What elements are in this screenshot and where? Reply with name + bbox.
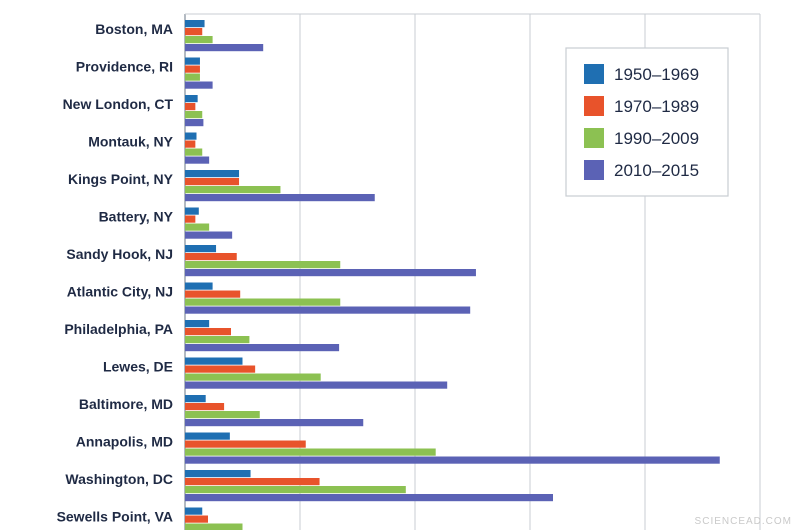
bar — [185, 470, 251, 478]
bar — [185, 65, 200, 73]
bar — [185, 261, 341, 269]
bar — [185, 231, 233, 239]
bar — [185, 357, 243, 365]
bar — [185, 20, 205, 28]
bar — [185, 81, 213, 89]
bar — [185, 448, 436, 456]
bar — [185, 73, 200, 81]
bar — [185, 194, 375, 202]
bar — [185, 269, 476, 277]
bar — [185, 148, 203, 156]
bar — [185, 494, 553, 502]
bar — [185, 95, 198, 103]
legend-swatch — [584, 160, 604, 180]
bar — [185, 186, 281, 194]
category-label: Baltimore, MD — [79, 396, 173, 412]
bar — [185, 253, 237, 261]
bar — [185, 478, 320, 486]
legend-label: 2010–2015 — [614, 161, 699, 180]
bar — [185, 486, 406, 494]
bar — [185, 111, 203, 119]
bar — [185, 395, 206, 403]
bar — [185, 365, 256, 373]
bar — [185, 419, 364, 427]
bar — [185, 456, 720, 464]
category-label: New London, CT — [63, 96, 174, 112]
legend-swatch — [584, 64, 604, 84]
bars — [185, 20, 720, 530]
bar — [185, 57, 200, 65]
bar — [185, 306, 471, 314]
bar — [185, 290, 241, 298]
legend-label: 1970–1989 — [614, 97, 699, 116]
bar — [185, 440, 306, 448]
bar — [185, 140, 196, 148]
bar — [185, 207, 199, 215]
bar — [185, 320, 210, 328]
category-label: Washington, DC — [65, 471, 173, 487]
bar — [185, 403, 225, 411]
category-label: Atlantic City, NJ — [67, 284, 173, 300]
bar — [185, 245, 217, 253]
bar — [185, 515, 208, 523]
bar — [185, 36, 213, 44]
bar — [185, 28, 203, 36]
bar — [185, 44, 264, 52]
bar — [185, 223, 210, 231]
bar — [185, 336, 250, 344]
category-label: Sandy Hook, NJ — [66, 246, 173, 262]
legend-swatch — [584, 128, 604, 148]
category-label: Annapolis, MD — [76, 434, 173, 450]
category-label: Sewells Point, VA — [57, 509, 173, 525]
bar — [185, 328, 231, 336]
bar — [185, 523, 243, 530]
bar — [185, 103, 196, 111]
bar — [185, 282, 213, 290]
bar — [185, 298, 341, 306]
legend: 1950–1969 1970–1989 1990–2009 2010–2015 — [565, 47, 729, 197]
bar — [185, 170, 240, 178]
legend-label: 1990–2009 — [614, 129, 699, 148]
category-label: Philadelphia, PA — [64, 321, 173, 337]
bar — [185, 132, 197, 140]
category-labels: Boston, MA Providence, RI New London, CT Mo… — [57, 21, 174, 525]
bar — [185, 381, 448, 389]
category-label: Lewes, DE — [103, 359, 173, 375]
bar — [185, 215, 196, 223]
bar — [185, 432, 230, 440]
category-label: Montauk, NY — [88, 134, 173, 150]
bar — [185, 411, 260, 419]
bar — [185, 178, 240, 186]
category-label: Kings Point, NY — [68, 171, 174, 187]
category-label: Providence, RI — [76, 59, 173, 75]
bar — [185, 373, 321, 381]
bar — [185, 156, 210, 164]
legend-swatch — [584, 96, 604, 116]
bar — [185, 344, 340, 352]
category-label: Battery, NY — [99, 209, 174, 225]
legend-label: 1950–1969 — [614, 65, 699, 84]
bar — [185, 119, 204, 127]
watermark: SCIENCEAD.COM — [695, 516, 792, 527]
category-label: Boston, MA — [95, 21, 173, 37]
bar — [185, 507, 203, 515]
